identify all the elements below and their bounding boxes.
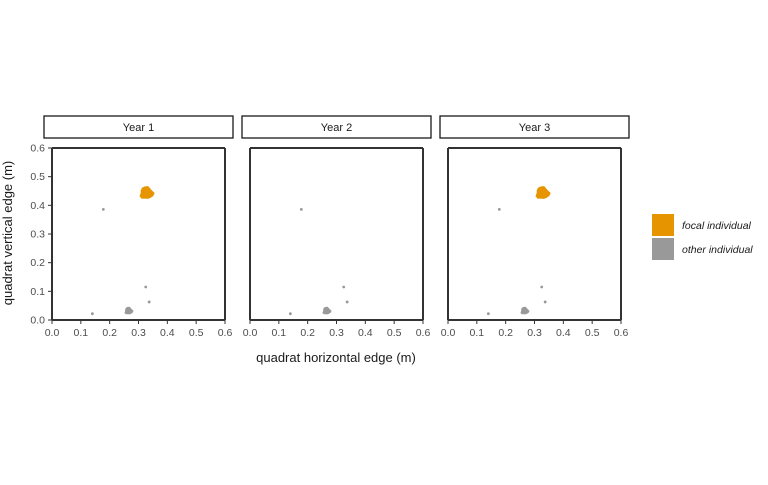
facet-strip (43, 115, 234, 139)
facet-strip-label: Year 1 (123, 122, 154, 134)
x-tick-label: 0.3 (329, 327, 344, 339)
other-point (342, 285, 346, 289)
legend: focal individual other individual (652, 214, 753, 260)
x-tick-label: 0.4 (556, 327, 571, 339)
focal-point (535, 186, 551, 199)
y-axis-title: quadrat vertical edge (m) (0, 161, 15, 306)
other-point (486, 312, 490, 316)
x-tick-label: 0.6 (218, 327, 233, 339)
x-tick-label: 0.0 (45, 327, 60, 339)
x-tick-label: 0.1 (272, 327, 287, 339)
x-tick-label: 0.1 (74, 327, 89, 339)
x-tick-label: 0.6 (416, 327, 431, 339)
legend-label-2: other individual (682, 244, 753, 256)
x-tick-label: 0.3 (131, 327, 146, 339)
other-point (144, 285, 148, 289)
x-tick-label: 0.5 (387, 327, 402, 339)
other-point (540, 285, 544, 289)
x-tick-label: 0.2 (498, 327, 513, 339)
x-tick-label: 0.4 (358, 327, 373, 339)
legend-key-1 (652, 214, 674, 236)
facet-strip (439, 115, 630, 139)
other-point (288, 312, 292, 316)
other-point (299, 207, 303, 211)
other-point (101, 207, 105, 211)
legend-key-2 (652, 238, 674, 260)
facet-panel-3: Year 3 0.0 0.1 0.2 0.3 0.4 0.5 0.6 (439, 115, 630, 339)
facet-strip-label: Year 3 (519, 122, 550, 134)
x-tick-label: 0.3 (527, 327, 542, 339)
y-tick-label: 0.4 (30, 200, 45, 212)
panels-layer: Year 1 0.0 0.1 0.2 0.3 0.4 0.5 0.6 0.0 0.1 0.2 0.3 0… (30, 115, 630, 339)
x-tick-label: 0.0 (243, 327, 258, 339)
facet-strip-label: Year 2 (321, 122, 352, 134)
facet-strip (241, 115, 432, 139)
other-point (497, 207, 501, 211)
other-point (345, 300, 349, 304)
y-tick-label: 0.3 (30, 229, 45, 241)
y-tick-label: 0.5 (30, 171, 45, 183)
y-tick-label: 0.2 (30, 257, 45, 269)
x-axis-title: quadrat horizontal edge (m) (256, 350, 416, 365)
legend-label-1: focal individual (682, 220, 752, 232)
x-tick-label: 0.5 (189, 327, 204, 339)
y-tick-label: 0.1 (30, 286, 45, 298)
facet-panel-1: Year 1 0.0 0.1 0.2 0.3 0.4 0.5 0.6 0.0 0.1 0.2 0.3 0… (30, 115, 234, 339)
facet-panel-2: Year 2 0.0 0.1 0.2 0.3 0.4 0.5 0.6 (241, 115, 432, 339)
x-tick-label: 0.4 (160, 327, 175, 339)
focal-point (139, 186, 155, 199)
y-tick-label: 0.0 (30, 315, 45, 327)
other-point (543, 300, 547, 304)
other-point (124, 306, 134, 315)
x-tick-label: 0.6 (614, 327, 629, 339)
x-tick-label: 0.5 (585, 327, 600, 339)
x-tick-label: 0.1 (470, 327, 485, 339)
other-point (322, 306, 332, 315)
other-point (90, 312, 94, 316)
x-tick-label: 0.2 (300, 327, 315, 339)
x-tick-label: 0.2 (102, 327, 117, 339)
other-point (147, 300, 151, 304)
x-tick-label: 0.0 (441, 327, 456, 339)
other-point (520, 306, 530, 315)
y-tick-label: 0.6 (30, 143, 45, 155)
